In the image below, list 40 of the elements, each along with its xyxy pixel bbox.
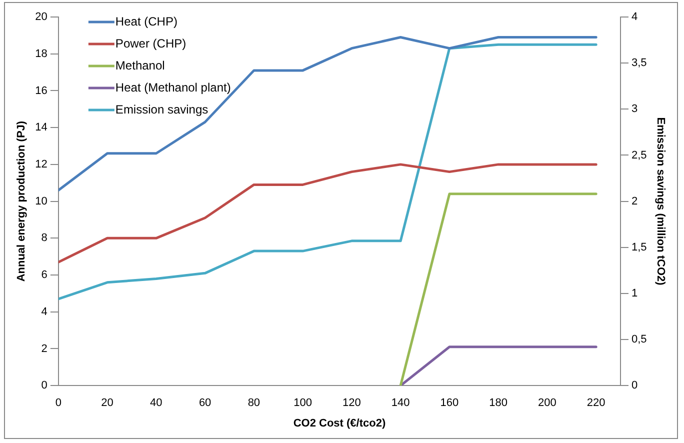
y-tick-label: 4 [41, 306, 48, 318]
x-tick-label: 200 [538, 397, 556, 410]
legend-label: Heat (CHP) [115, 14, 178, 28]
x-tick-label: 180 [489, 397, 508, 410]
x-tick-label: 220 [586, 397, 606, 410]
y2-tick-label: 0,5 [632, 334, 647, 346]
x-tick-label: 40 [150, 397, 162, 410]
y2-tick-label: 1 [632, 287, 638, 300]
y-tick-label: 20 [35, 11, 48, 24]
y-tick-label: 10 [35, 195, 48, 208]
y-tick-label: 16 [35, 84, 48, 97]
y-tick-label: 18 [35, 48, 48, 60]
y-axis-title: Annual energy production (PJ) [16, 120, 28, 282]
y2-axis-title: Emission savings (million tCO2) [654, 117, 666, 286]
x-tick-label: 20 [101, 397, 114, 410]
y2-tick-label: 2 [632, 195, 638, 208]
legend-label: Heat (Methanol plant) [115, 80, 231, 94]
y2-tick-label: 2,5 [632, 149, 647, 162]
legend-label: Emission savings [115, 102, 208, 116]
x-tick-label: 100 [294, 397, 312, 410]
y2-tick-label: 4 [632, 11, 638, 24]
y2-tick-label: 3 [632, 103, 638, 116]
y-tick-label: 0 [41, 380, 48, 392]
y2-tick-label: 3,5 [632, 57, 647, 70]
x-tick-label: 60 [198, 397, 212, 410]
x-tick-label: 0 [55, 397, 62, 410]
x-tick-label: 120 [342, 397, 361, 410]
y-tick-label: 14 [35, 122, 48, 134]
x-tick-label: 160 [440, 397, 459, 410]
y-tick-label: 2 [41, 342, 48, 355]
x-tick-label: 80 [248, 397, 260, 410]
x-axis-title: CO2 Cost (€/tco2) [293, 417, 386, 430]
y2-tick-label: 1,5 [632, 241, 647, 254]
y-tick-label: 12 [35, 158, 48, 170]
x-tick-label: 140 [391, 397, 410, 410]
y-tick-label: 6 [41, 269, 48, 282]
y-tick-label: 8 [41, 232, 48, 244]
legend-label: Power (CHP) [115, 36, 186, 50]
legend-label: Methanol [115, 58, 165, 72]
y2-tick-label: 0 [632, 380, 638, 392]
